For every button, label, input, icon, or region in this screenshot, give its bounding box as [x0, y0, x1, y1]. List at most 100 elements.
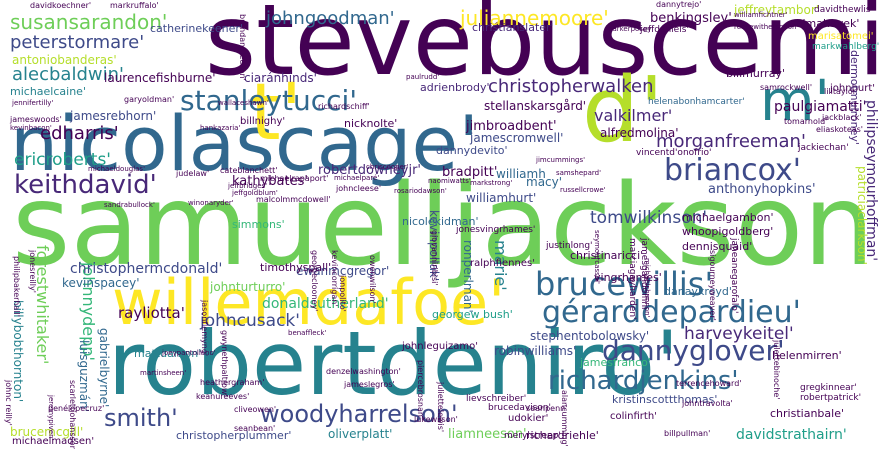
cloud-word: samshepard' [556, 169, 602, 177]
cloud-word: davidstrathairn' [736, 427, 847, 443]
cloud-word: cateblanchett' [220, 166, 278, 175]
cloud-word: luisguzmán' [77, 340, 91, 412]
cloud-word: johncusack' [200, 311, 300, 331]
cloud-word: jeremypiven' [47, 395, 55, 441]
cloud-word: lievschreiber' [466, 394, 527, 404]
cloud-word: keanureeves' [196, 392, 250, 401]
cloud-word: cliveowen' [234, 405, 277, 414]
cloud-word: juliannemoore' [460, 6, 609, 30]
cloud-word: gwynethpaltrow' [220, 330, 229, 397]
cloud-word: parkerposey' [608, 25, 654, 33]
cloud-word: valkilmer' [594, 106, 673, 125]
cloud-word: simmons' [232, 218, 285, 231]
cloud-word: billmurray' [726, 67, 785, 80]
cloud-word: stellanskarsgård' [484, 99, 587, 113]
cloud-word: harveykeitel' [684, 324, 794, 344]
cloud-word: kevinspacey' [62, 276, 140, 290]
cloud-word: rayliotta' [118, 304, 185, 322]
cloud-word: davidkoechner' [30, 1, 92, 10]
cloud-word: tomwilkinson' [590, 208, 708, 228]
cloud-word: mattdamon' [134, 347, 202, 360]
cloud-word: philipbakerhall' [12, 256, 21, 317]
cloud-word: seanpenn' [526, 404, 568, 413]
cloud-word: jasonflemyng' [200, 300, 209, 357]
cloud-word: catherinekeener' [150, 22, 243, 35]
cloud-word: jonesreilly' [28, 250, 37, 293]
cloud-word: piercebrosnan' [416, 360, 425, 420]
cloud-word: briancox' [664, 153, 802, 188]
cloud-word: billpullman' [664, 429, 711, 438]
cloud-word: samuelljackson' [12, 161, 884, 291]
cloud-word: richardriehle' [526, 429, 599, 442]
cloud-word: johnturturro' [210, 280, 286, 294]
cloud-word: martinsheen' [140, 369, 187, 377]
cloud-word: jeffbridges' [228, 182, 268, 190]
cloud-word: brucedavison' [488, 403, 552, 413]
cloud-word: christianbale' [770, 407, 844, 420]
cloud-word: sandrabullock' [104, 201, 155, 209]
cloud-word: billnighy' [240, 116, 286, 127]
cloud-word: michaelrapaport' [260, 174, 329, 183]
cloud-word: dannyglover' [602, 334, 785, 367]
cloud-word: dannytrejo' [656, 0, 702, 9]
cloud-word: rosariodawson' [394, 187, 447, 195]
cloud-word: jackiechan' [798, 143, 849, 153]
cloud-word: judelaw' [176, 169, 210, 178]
cloud-word: johnleguizamo' [402, 341, 478, 352]
cloud-word: robertdowneyjr' [318, 163, 422, 178]
cloud-word: helenabonhamcarter' [648, 97, 745, 107]
cloud-word: christophermcdonald' [70, 261, 223, 277]
cloud-word: johnhurt' [830, 83, 876, 94]
cloud-word: dannydevito' [436, 144, 508, 157]
cloud-word: peterstormare' [10, 32, 145, 53]
cloud-word: udokier' [508, 413, 549, 424]
cloud-word: alancumming' [560, 390, 569, 447]
cloud-word: willemdafoe' [112, 266, 506, 339]
cloud-word: ronperlman' [461, 240, 475, 313]
cloud-word: davidthewlis' [814, 5, 874, 15]
cloud-word: markstrong' [470, 179, 513, 187]
cloud-word: brucemcgill' [10, 425, 84, 439]
cloud-word: kristinscottthomas' [612, 393, 718, 406]
cloud-word: heathergraham' [200, 378, 265, 387]
cloud-word: helenmirren' [772, 349, 842, 362]
cloud-word: terrencehoward' [676, 379, 742, 388]
cloud-word: michaelshannon' [643, 258, 651, 318]
cloud-word: macy' [526, 175, 563, 189]
cloud-word: christopherwalken [488, 76, 654, 97]
cloud-word: jonpolito' [338, 275, 347, 312]
cloud-word: paulrudd' [406, 73, 440, 81]
cloud-word: edharris' [40, 123, 119, 144]
cloud-word: richardschiff' [318, 102, 370, 111]
cloud-word: jimbroadbent' [466, 119, 557, 134]
cloud-word: markwahlberg' [812, 42, 880, 52]
cloud-word: denzelwashington' [326, 367, 401, 376]
cloud-word: johntravolta' [682, 399, 733, 408]
cloud-word: liamneeson' [448, 427, 527, 442]
cloud-word: kevincorrigan' [330, 250, 339, 307]
cloud-word: t' [250, 68, 303, 158]
cloud-word: tomarnold' [784, 117, 828, 126]
cloud-word: giovanniribisi' [430, 230, 439, 286]
cloud-word: m' [760, 69, 830, 134]
cloud-word: joeypantoliano' [162, 349, 216, 357]
cloud-word: samrockwell' [760, 83, 813, 92]
cloud-word: christianslater' [472, 21, 554, 34]
cloud-word: sigourneyweaver' [708, 250, 717, 321]
cloud-word: michaeldouglas' [88, 165, 146, 173]
cloud-word: jeffgoldblum' [232, 189, 278, 197]
cloud-word: jamesfranco' [580, 356, 651, 369]
cloud-word: hankazaria' [200, 124, 241, 132]
cloud-word: alecbaldwin' [12, 64, 124, 85]
cloud-word: smith' [104, 404, 178, 432]
cloud-word: paulgiamatti' [774, 99, 867, 115]
cloud-word: jeffdaniels' [640, 25, 689, 35]
cloud-word: robinwilliams' [494, 344, 577, 358]
cloud-word: nicolascage' [10, 99, 480, 188]
cloud-word: reesewitherspoon' [734, 23, 799, 31]
cloud-word: williamfichtner' [734, 11, 788, 19]
cloud-word: stevebuscemi' [205, 0, 884, 98]
cloud-word: nicolekidman' [402, 215, 479, 228]
cloud-word: markruffalo' [110, 1, 159, 10]
